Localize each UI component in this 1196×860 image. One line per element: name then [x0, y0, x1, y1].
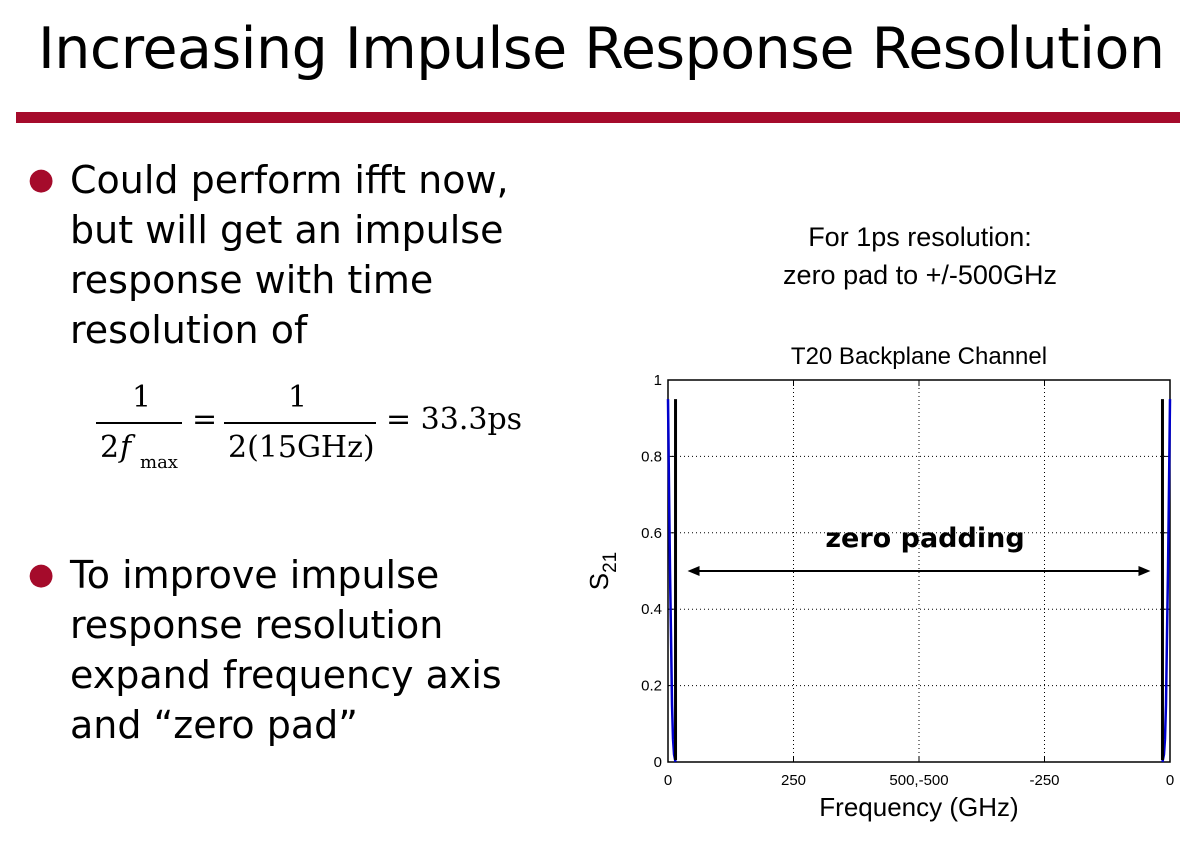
- y-tick-label: 1: [654, 372, 662, 389]
- formula-den1-sub: max: [140, 452, 178, 473]
- x-tick-label: 500,-500: [889, 772, 948, 789]
- y-tick-label: 0.6: [641, 525, 662, 542]
- formula-den1-f: f: [120, 430, 132, 465]
- bullet-2-text: To improve impulse response resolution e…: [70, 550, 540, 750]
- bullet-dot: ●: [28, 162, 55, 197]
- slide-title: Increasing Impulse Response Resolution: [38, 16, 1165, 82]
- zero-padding-label: zero padding: [825, 523, 1024, 554]
- bullet-2-line: response resolution: [70, 603, 444, 647]
- y-tick-label: 0: [654, 754, 662, 771]
- bullet-2-line: To improve impulse: [70, 553, 440, 597]
- formula-bar1: [96, 422, 182, 424]
- x-tick-label: 0: [1166, 772, 1174, 789]
- x-tick-label: 0: [664, 772, 672, 789]
- formula-num2: 1: [288, 380, 308, 415]
- title-rule: [16, 112, 1180, 123]
- chart-title: T20 Backplane Channel: [791, 343, 1047, 370]
- formula-num1: 1: [132, 380, 152, 415]
- x-axis-label: Frequency (GHz): [819, 792, 1018, 822]
- caption-line-2: zero pad to +/-500GHz: [783, 260, 1057, 290]
- caption-line-1: For 1ps resolution:: [808, 222, 1032, 252]
- series-line-left: [666, 399, 677, 763]
- formula-den2: 2(15GHz): [228, 430, 375, 465]
- bullet-2-line: and “zero pad”: [70, 703, 358, 747]
- resolution-caption: For 1ps resolution: zero pad to +/-500GH…: [700, 218, 1140, 294]
- bullet-dot: ●: [28, 557, 55, 592]
- y-tick-label: 0.2: [641, 678, 662, 695]
- y-tick-label: 0.4: [641, 601, 662, 618]
- chart: 0 0.2 0.4 0.6 0.8 1 0 250 500,-500 -250 0 T20 Backp…: [584, 343, 1174, 822]
- bullet-1-line: but will get an impulse: [70, 208, 504, 252]
- y-tick-label: 0.8: [641, 448, 662, 465]
- x-tick-label: 250: [781, 772, 806, 789]
- series-line-right: [1161, 399, 1172, 763]
- y-axis-label-text: S21: [584, 552, 621, 590]
- bullet-1-line: resolution of: [70, 308, 308, 352]
- formula-den1-a: 2: [100, 430, 120, 465]
- bullet-1-line: Could perform ifft now,: [70, 158, 509, 202]
- x-tick-label: -250: [1029, 772, 1059, 789]
- y-axis-label: S21: [584, 552, 621, 590]
- bullet-1-text: Could perform ifft now, but will get an …: [70, 155, 540, 355]
- formula-bar2: [224, 422, 376, 424]
- arrow-head-right: [1138, 566, 1151, 576]
- formula-result: = 33.3ps: [386, 402, 523, 437]
- bullet-2-line: expand frequency axis: [70, 653, 502, 697]
- arrow-head-left: [687, 566, 700, 576]
- bullet-1-line: response with time: [70, 258, 434, 302]
- formula-eq1: =: [192, 402, 218, 437]
